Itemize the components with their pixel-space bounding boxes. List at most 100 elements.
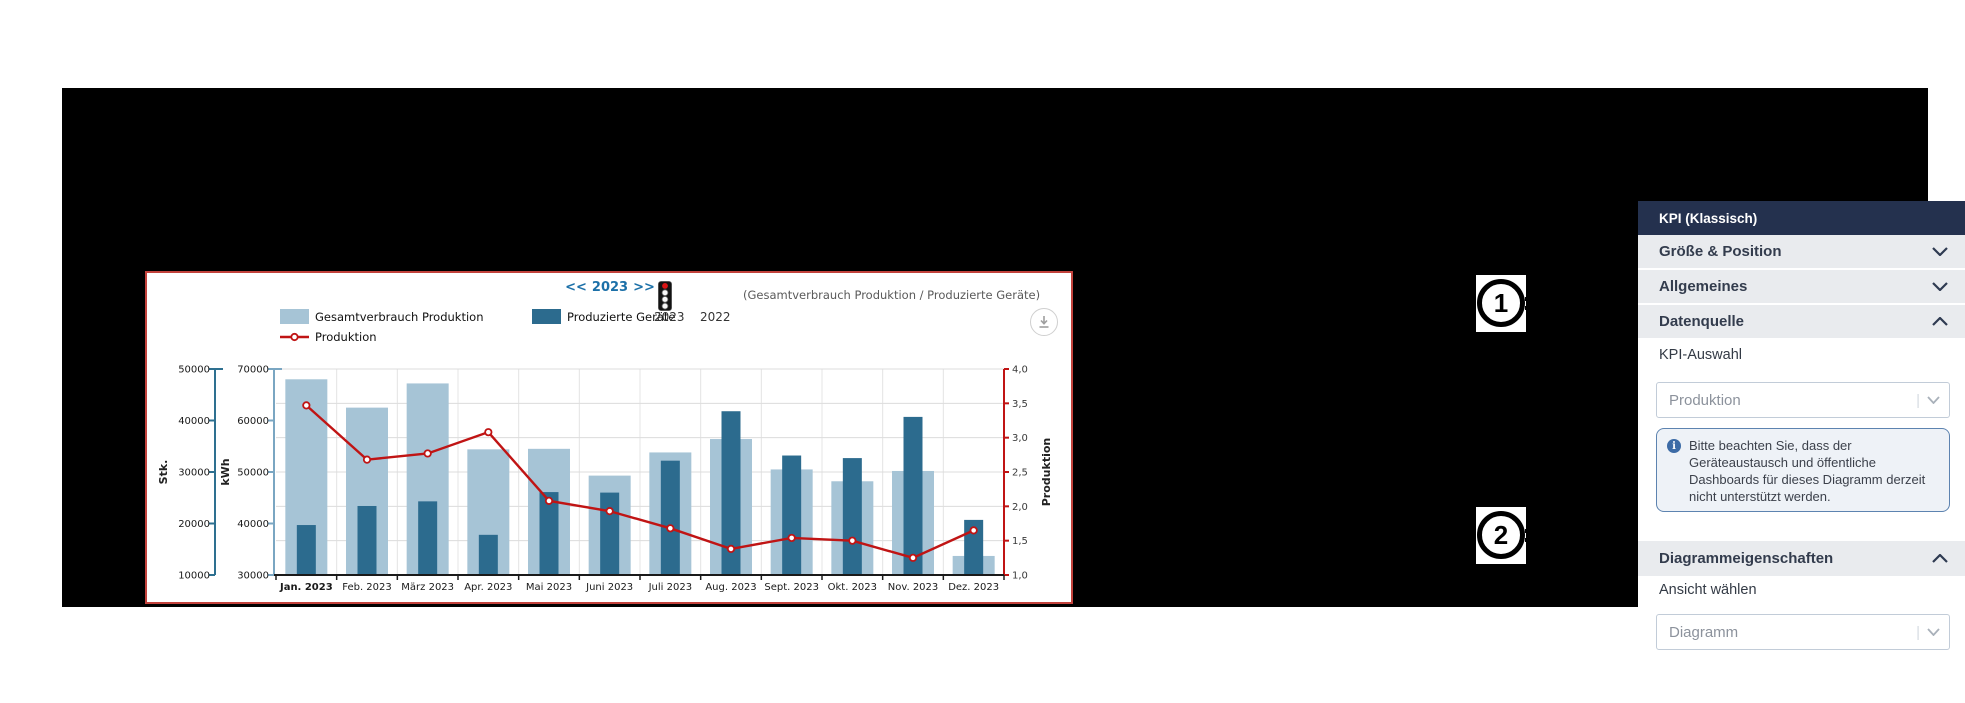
svg-text:10000: 10000: [178, 571, 210, 582]
chevron-down-icon: [1932, 282, 1948, 291]
svg-text:60000: 60000: [237, 416, 269, 427]
line-marker-1: [362, 455, 372, 464]
x-label-1: Feb. 2023: [342, 582, 392, 593]
ansicht-select[interactable]: Diagramm |: [1656, 614, 1950, 650]
x-label-7: Aug. 2023: [705, 582, 756, 593]
settings-panel: KPI (Klassisch) Größe & Position Allgeme…: [1638, 201, 1965, 673]
bar-dark-9: [842, 458, 862, 575]
panel-title: KPI (Klassisch): [1638, 201, 1965, 235]
kpi-select-value: Produktion: [1669, 391, 1741, 409]
chevron-up-icon: [1932, 317, 1948, 326]
svg-text:70000: 70000: [237, 365, 269, 376]
panel-title-text: KPI (Klassisch): [1659, 210, 1758, 226]
callout-2-line-top: [1525, 529, 1579, 533]
dashboard-canvas: << 2023 >> (Gesamtverbrauch Produktion / P…: [62, 88, 1965, 673]
svg-text:2,5: 2,5: [1012, 468, 1028, 479]
svg-text:Produktion: Produktion: [1040, 438, 1053, 506]
section-allgemeines[interactable]: Allgemeines: [1638, 270, 1965, 303]
section-groesse-position[interactable]: Größe & Position: [1638, 235, 1965, 268]
bar-dark-7: [721, 411, 741, 575]
callout-2-badge: 2: [1477, 511, 1525, 559]
chart-subtitle: (Gesamtverbrauch Produktion / Produziert…: [743, 288, 1041, 302]
line-marker-0: [302, 401, 311, 410]
callout-2-bracket: [1578, 502, 1585, 568]
callout-1-line-top: [1525, 297, 1579, 301]
svg-text:30000: 30000: [178, 468, 210, 479]
line-marker-3: [484, 428, 493, 437]
bar-dark-3: [478, 534, 498, 575]
legend-label: Produktion: [315, 330, 377, 344]
callout-1-line-bottom: [1525, 306, 1579, 310]
section-label: Allgemeines: [1659, 278, 1748, 295]
x-label-4: Mai 2023: [526, 582, 572, 593]
svg-text:20000: 20000: [178, 519, 210, 530]
x-label-6: Juli 2023: [648, 582, 692, 593]
section-label: Diagrammeigenschaften: [1659, 550, 1834, 567]
svg-text:1,5: 1,5: [1012, 536, 1028, 547]
year-toggle-2022[interactable]: 2022: [700, 310, 731, 324]
svg-text:1,0: 1,0: [1012, 571, 1028, 582]
select-divider: |: [1916, 623, 1920, 641]
svg-text:40000: 40000: [178, 416, 210, 427]
chevron-down-icon: [1920, 396, 1949, 404]
line-marker-2: [423, 449, 432, 458]
x-label-10: Nov. 2023: [888, 582, 939, 593]
download-icon: [1039, 316, 1049, 328]
axes-group: 50000 40000 30000 20000 10000 Stk. 70000 60000 5…: [157, 365, 1053, 582]
x-label-8: Sept. 2023: [764, 582, 819, 593]
kpi-combo-plot: 50000 40000 30000 20000 10000 Stk. 70000 60000 5…: [157, 365, 1053, 594]
select-divider: |: [1916, 391, 1920, 409]
ansicht-waehlen-label: Ansicht wählen: [1659, 582, 1757, 598]
section-diagrammeigenschaften[interactable]: Diagrammeigenschaften: [1638, 541, 1965, 576]
grid-lines: [276, 368, 1004, 575]
line-marker-9: [848, 536, 857, 545]
kpi-select[interactable]: Produktion |: [1656, 382, 1950, 418]
line-marker-5: [605, 507, 614, 516]
prev-year-button[interactable]: <<: [565, 280, 587, 295]
traffic-light-icon[interactable]: [658, 281, 672, 311]
bar-dark-0: [296, 525, 316, 575]
bar-dark-5: [600, 492, 620, 575]
x-label-3: Apr. 2023: [464, 582, 512, 593]
legend-label: Gesamtverbrauch Produktion: [315, 309, 484, 324]
svg-text:2,0: 2,0: [1012, 502, 1028, 513]
x-label-5: Juni 2023: [585, 582, 633, 593]
line-marker-11: [969, 526, 978, 535]
svg-text:30000: 30000: [237, 571, 269, 582]
kpi-chart-widget: << 2023 >> (Gesamtverbrauch Produktion / P…: [145, 271, 1073, 604]
info-note-text: Bitte beachten Sie, dass der Geräteausta…: [1689, 438, 1926, 504]
section-label: Datenquelle: [1659, 313, 1745, 330]
section-datenquelle[interactable]: Datenquelle: [1638, 305, 1965, 338]
line-marker-7: [726, 544, 736, 554]
chevron-down-icon: [1932, 247, 1948, 256]
svg-text:40000: 40000: [237, 519, 269, 530]
legend-swatch-light-blue: [280, 309, 309, 324]
x-label-11: Dez. 2023: [948, 582, 999, 593]
callout-1-bracket: [1578, 272, 1585, 341]
svg-text:3,0: 3,0: [1012, 433, 1028, 444]
bar-dark-4: [539, 492, 559, 575]
legend-item-gesamtverbrauch[interactable]: Gesamtverbrauch Produktion: [280, 309, 484, 324]
download-button[interactable]: [1030, 308, 1058, 336]
bar-dark-6: [660, 460, 680, 575]
legend-swatch-dark-blue: [532, 309, 561, 324]
x-label-0: Jan. 2023: [279, 582, 333, 593]
line-marker-8: [787, 533, 796, 543]
x-axis-labels: Jan. 2023 Feb. 2023 März 2023 Apr. 2023 Mai …: [279, 582, 999, 593]
kpi-auswahl-label: KPI-Auswahl: [1659, 347, 1743, 363]
section-label: Größe & Position: [1659, 243, 1782, 260]
ansicht-select-value: Diagramm: [1669, 623, 1739, 641]
legend-label: Produzierte Geräte: [567, 309, 676, 324]
svg-text:50000: 50000: [178, 365, 210, 376]
legend-item-produzierte-geraete[interactable]: Produzierte Geräte: [532, 309, 675, 324]
line-marker-4: [544, 496, 554, 505]
chevron-down-icon: [1920, 628, 1949, 636]
next-year-button[interactable]: >>: [633, 280, 655, 295]
chart-year-nav: << 2023 >>: [545, 280, 675, 295]
year-toggle-2023[interactable]: 2023: [654, 310, 685, 324]
line-marker-10: [908, 553, 918, 562]
legend-item-produktion[interactable]: Produktion: [280, 330, 377, 344]
svg-text:50000: 50000: [237, 468, 269, 479]
info-icon: i: [1667, 439, 1681, 453]
